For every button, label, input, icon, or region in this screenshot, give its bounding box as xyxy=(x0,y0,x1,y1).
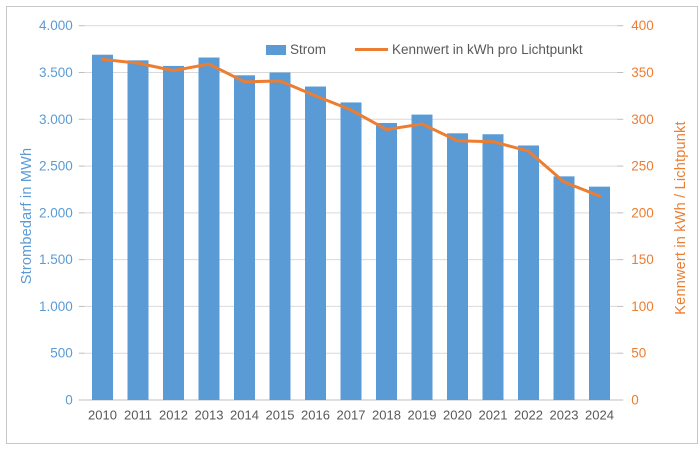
bar-2017 xyxy=(340,102,362,400)
y-right-tick-label: 350 xyxy=(631,65,654,80)
y-left-tick-label: 3.500 xyxy=(39,65,73,80)
legend: Strom Kennwert in kWh pro Lichtpunkt xyxy=(266,42,583,57)
x-tick-label-2014: 2014 xyxy=(230,408,259,423)
x-tick-label-2019: 2019 xyxy=(408,408,437,423)
bar-2014 xyxy=(234,75,255,401)
x-tick-label-2012: 2012 xyxy=(159,408,188,423)
y-left-tick-label: 2.500 xyxy=(39,159,73,174)
y-right-tick-label: 400 xyxy=(631,18,654,33)
x-tick-label-2010: 2010 xyxy=(88,408,117,423)
y-left-tick-label: 0 xyxy=(65,393,73,408)
legend-item-strom: Strom xyxy=(266,42,326,57)
bar-2024 xyxy=(589,186,610,400)
y-right-tick-label: 50 xyxy=(631,346,646,361)
y-right-tick-label: 100 xyxy=(631,299,654,314)
kennwert-series-line-icon xyxy=(355,48,389,51)
bar-2015 xyxy=(269,72,291,401)
y-left-tick-label: 1.000 xyxy=(39,299,73,314)
y-right-tick-label: 300 xyxy=(631,112,654,127)
bar-2019 xyxy=(411,114,433,400)
bar-2020 xyxy=(447,133,468,400)
x-tick-label-2013: 2013 xyxy=(195,408,224,423)
kennwert-line xyxy=(101,57,601,198)
y-left-tick-label: 4.000 xyxy=(39,18,73,33)
x-tick-label-2023: 2023 xyxy=(550,408,579,423)
chart-frame xyxy=(6,6,698,444)
y-right-tick-label: 200 xyxy=(631,205,654,220)
bar-2010 xyxy=(92,54,113,400)
bar-2018 xyxy=(376,123,397,400)
y-right-tick-label: 150 xyxy=(631,252,654,267)
bar-2013 xyxy=(198,57,220,400)
y-right-tick-label: 250 xyxy=(631,159,654,174)
x-tick-label-2022: 2022 xyxy=(514,408,543,423)
y-axis-title-left: Strombedarf in MWh xyxy=(19,147,35,285)
bar-2012 xyxy=(163,65,184,400)
bar-2011 xyxy=(127,60,149,400)
x-tick-label-2011: 2011 xyxy=(124,408,152,423)
legend-label-kennwert: Kennwert in kWh pro Lichtpunkt xyxy=(392,42,583,57)
legend-label-strom: Strom xyxy=(290,42,327,57)
x-tick-label-2024: 2024 xyxy=(585,408,614,423)
y-axis-title-right: Kennwert in kWh / Lichtpunkt xyxy=(673,121,689,315)
y-left-tick-label: 2.000 xyxy=(39,205,73,220)
y-left-tick-label: 500 xyxy=(50,346,73,361)
y-left-tick-label: 3.000 xyxy=(39,112,73,127)
x-tick-label-2021: 2021 xyxy=(479,408,508,423)
x-tick-label-2016: 2016 xyxy=(301,408,330,423)
y-right-tick-label: 0 xyxy=(631,393,639,408)
y-left-tick-label: 1.500 xyxy=(39,252,73,267)
bar-2023 xyxy=(553,176,575,400)
x-tick-label-2020: 2020 xyxy=(443,408,472,423)
bar-2021 xyxy=(482,134,504,400)
x-tick-label-2018: 2018 xyxy=(372,408,401,423)
x-tick-label-2017: 2017 xyxy=(337,408,366,423)
bar-2022 xyxy=(518,145,539,400)
legend-item-kennwert: Kennwert in kWh pro Lichtpunkt xyxy=(355,42,583,57)
strom-series-swatch-icon xyxy=(266,44,286,55)
x-tick-label-2015: 2015 xyxy=(266,408,295,423)
bar-2016 xyxy=(305,86,326,401)
